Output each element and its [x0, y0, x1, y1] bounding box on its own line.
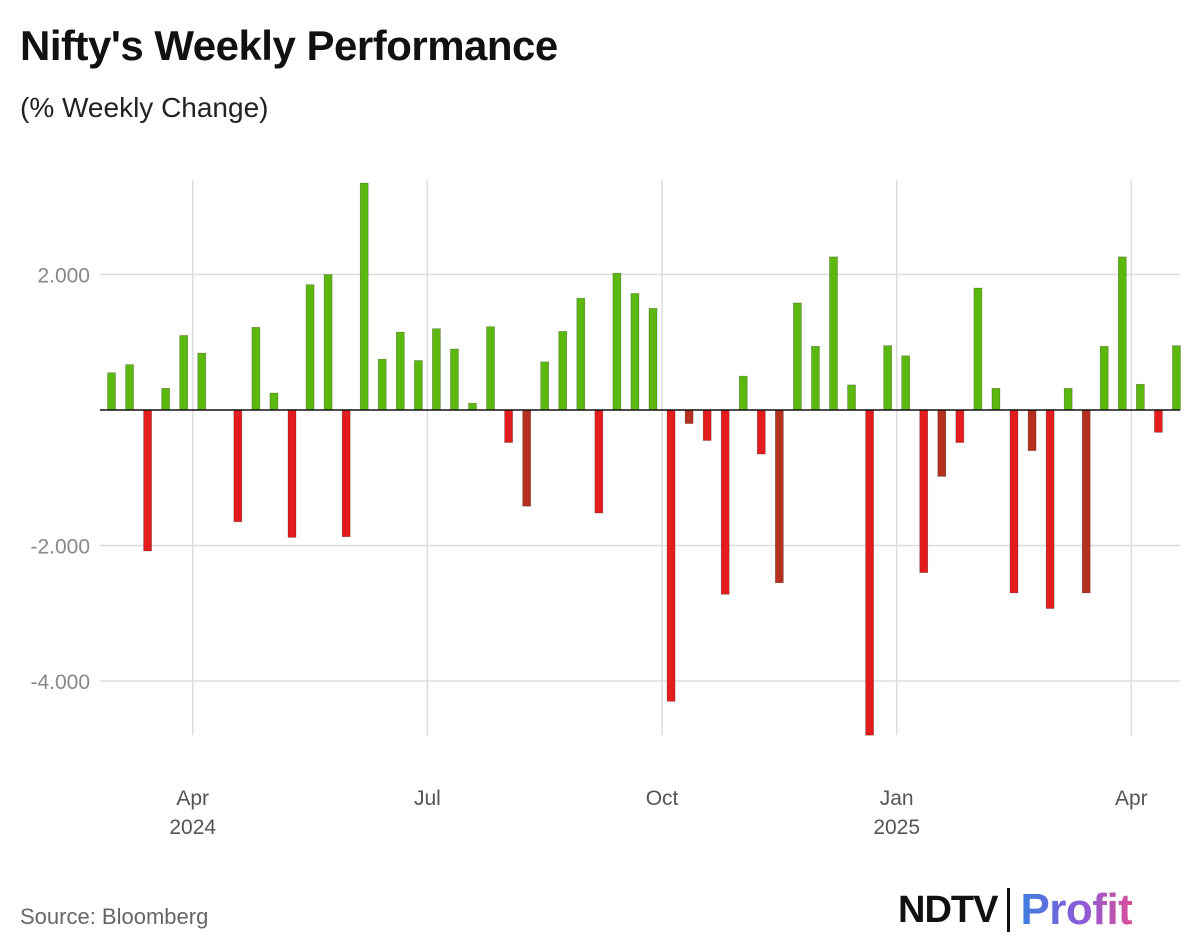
bar-negative — [955, 409, 965, 443]
x-tick-label: Jul — [414, 787, 441, 810]
x-tick-label: Apr — [176, 787, 209, 810]
bar-positive — [450, 348, 459, 411]
bar-positive — [612, 272, 622, 411]
bar-positive — [269, 392, 279, 411]
bar-negative — [720, 409, 730, 595]
x-tick-year-label: 2024 — [169, 816, 216, 839]
bar-negative — [143, 409, 152, 552]
bar-positive — [486, 326, 495, 411]
bar-positive — [1063, 388, 1073, 411]
bar-positive — [1136, 383, 1145, 411]
bar-positive — [847, 384, 856, 411]
bar-positive — [991, 388, 1001, 411]
bar-positive — [197, 352, 207, 411]
bar-negative — [1081, 409, 1091, 594]
source-note: Source: Bloomberg — [20, 904, 209, 929]
bar-positive — [377, 358, 387, 411]
bar-negative — [919, 409, 929, 573]
bar-positive — [395, 331, 405, 411]
bar-negative — [937, 409, 947, 477]
x-tick-label: Oct — [646, 787, 679, 810]
x-tick-label: Jan — [880, 787, 914, 810]
bar-positive — [558, 331, 568, 411]
labels-layer: 2.000 -2.000 -4.000 Apr 2024 Jul Oct Jan 2025 Apr — [30, 265, 1147, 840]
bar-positive — [251, 327, 261, 411]
bar-chart: 2.000 -2.000 -4.000 Apr 2024 Jul Oct Jan 2025 Apr — [30, 180, 1181, 840]
bar-positive — [414, 360, 423, 411]
bar-positive — [973, 287, 983, 411]
bar-positive — [468, 402, 477, 411]
logo-profit-text: Profit — [1020, 885, 1133, 934]
bar-negative — [1027, 409, 1037, 451]
bar-positive — [630, 293, 640, 411]
bar-positive — [540, 361, 550, 411]
chart-subtitle: (% Weekly Change) — [20, 92, 269, 123]
bar-positive — [738, 375, 748, 411]
logo-divider — [1007, 888, 1011, 932]
bar-positive — [811, 346, 820, 411]
bar-negative — [1045, 409, 1055, 609]
bar-positive — [648, 308, 658, 411]
bar-positive — [901, 355, 911, 411]
grid-layer — [100, 180, 1180, 735]
bar-positive — [323, 274, 333, 411]
bar-positive — [793, 302, 802, 411]
bar-positive — [107, 372, 116, 411]
bar-positive — [1172, 345, 1181, 411]
bar-negative — [756, 409, 766, 455]
y-tick-label: 2.000 — [37, 265, 90, 288]
bar-positive — [883, 345, 892, 411]
bar-negative — [775, 409, 784, 584]
bar-negative — [684, 409, 694, 424]
bar-positive — [829, 256, 838, 411]
bar-negative — [865, 409, 874, 736]
bar-negative — [666, 409, 676, 702]
bar-negative — [504, 409, 513, 443]
bar-negative — [341, 409, 351, 537]
logo-ndtv-text: NDTV — [898, 888, 998, 931]
bar-negative — [1009, 409, 1019, 594]
bar-positive — [161, 388, 170, 411]
x-tick-year-label: 2025 — [873, 816, 920, 839]
bar-negative — [702, 409, 712, 441]
x-tick-label: Apr — [1115, 787, 1148, 810]
bar-negative — [287, 409, 297, 538]
bar-positive — [1099, 346, 1109, 411]
bar-negative — [233, 409, 243, 523]
bars-layer — [107, 182, 1181, 736]
bar-positive — [432, 328, 441, 411]
bar-positive — [1118, 256, 1127, 411]
bar-positive — [125, 364, 134, 411]
y-tick-label: -2.000 — [30, 536, 90, 559]
chart-title: Nifty's Weekly Performance — [20, 22, 558, 69]
ndtv-profit-logo: NDTV Profit — [898, 880, 1133, 940]
bar-negative — [594, 409, 604, 514]
bar-negative — [1154, 409, 1163, 433]
y-tick-label: -4.000 — [30, 671, 90, 694]
bar-positive — [576, 297, 586, 411]
bar-positive — [359, 182, 369, 411]
bar-positive — [305, 284, 315, 411]
bar-positive — [179, 335, 188, 411]
bar-negative — [522, 409, 531, 507]
